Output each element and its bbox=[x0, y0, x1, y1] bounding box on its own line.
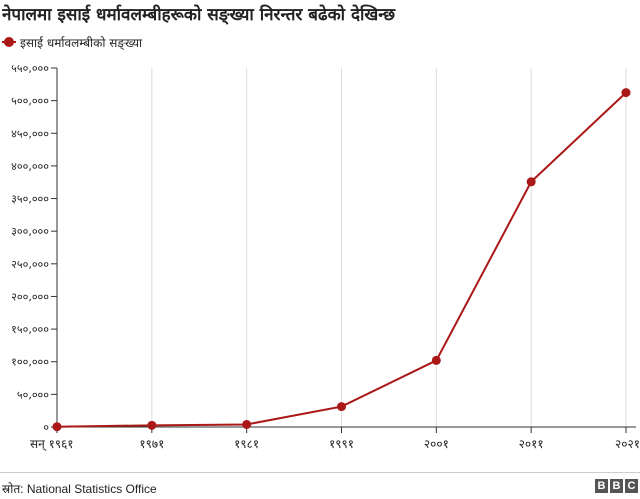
y-tick-label: ५५०,००० bbox=[11, 62, 49, 75]
bbc-logo-letter: B bbox=[610, 479, 623, 493]
y-tick-label: ० bbox=[43, 421, 49, 434]
x-tick-label: २०२१ bbox=[615, 437, 640, 451]
data-point bbox=[621, 88, 631, 98]
line-chart: ० ५०,००० १००,००० १५०,००० २००,००० २५०,००० ३००,०… bbox=[11, 62, 640, 452]
y-tick-label: १५०,००० bbox=[11, 323, 49, 336]
x-tick-label: १९९१ bbox=[329, 437, 354, 451]
data-point bbox=[242, 419, 252, 429]
legend-label: इसाई धर्मावलम्बीको सङ्ख्या bbox=[20, 35, 143, 50]
y-tick-label: ५०,००० bbox=[17, 388, 49, 401]
bbc-logo-letter: B bbox=[595, 479, 608, 493]
legend: इसाई धर्मावलम्बीको सङ्ख्या bbox=[2, 34, 142, 50]
y-tick-label: ३५०,००० bbox=[11, 193, 49, 206]
data-point bbox=[147, 420, 157, 430]
x-tick-label: १९८१ bbox=[234, 437, 259, 451]
y-tick-label: ४५०,००० bbox=[11, 127, 49, 140]
y-tick-label: १००,००० bbox=[11, 356, 49, 369]
legend-swatch bbox=[2, 36, 16, 48]
y-tick-label: २००,००० bbox=[11, 290, 49, 303]
y-tick-label: ४००,००० bbox=[11, 160, 49, 173]
source-note: स्रोत: National Statistics Office bbox=[2, 482, 157, 496]
bbc-logo: B B C bbox=[595, 479, 638, 493]
footer-divider bbox=[0, 472, 640, 473]
y-tick-label: ५००,००० bbox=[11, 95, 49, 108]
y-tick-label: २५०,००० bbox=[11, 258, 49, 271]
data-point bbox=[52, 422, 62, 432]
y-tick-label: ३००,००० bbox=[11, 225, 49, 238]
data-point bbox=[431, 355, 441, 365]
x-tick-label: २०११ bbox=[519, 437, 544, 451]
x-tick-label: सन् १९६१ bbox=[30, 437, 74, 452]
legend-marker bbox=[4, 37, 14, 47]
chart-title: नेपालमा इसाई धर्मावलम्बीहरूको सङ्ख्या नि… bbox=[2, 5, 396, 25]
data-point bbox=[526, 177, 536, 187]
x-tick-label: २००१ bbox=[424, 437, 449, 451]
data-point bbox=[337, 402, 346, 412]
x-tick-label: १९७१ bbox=[139, 437, 164, 451]
bbc-logo-letter: C bbox=[625, 479, 638, 493]
